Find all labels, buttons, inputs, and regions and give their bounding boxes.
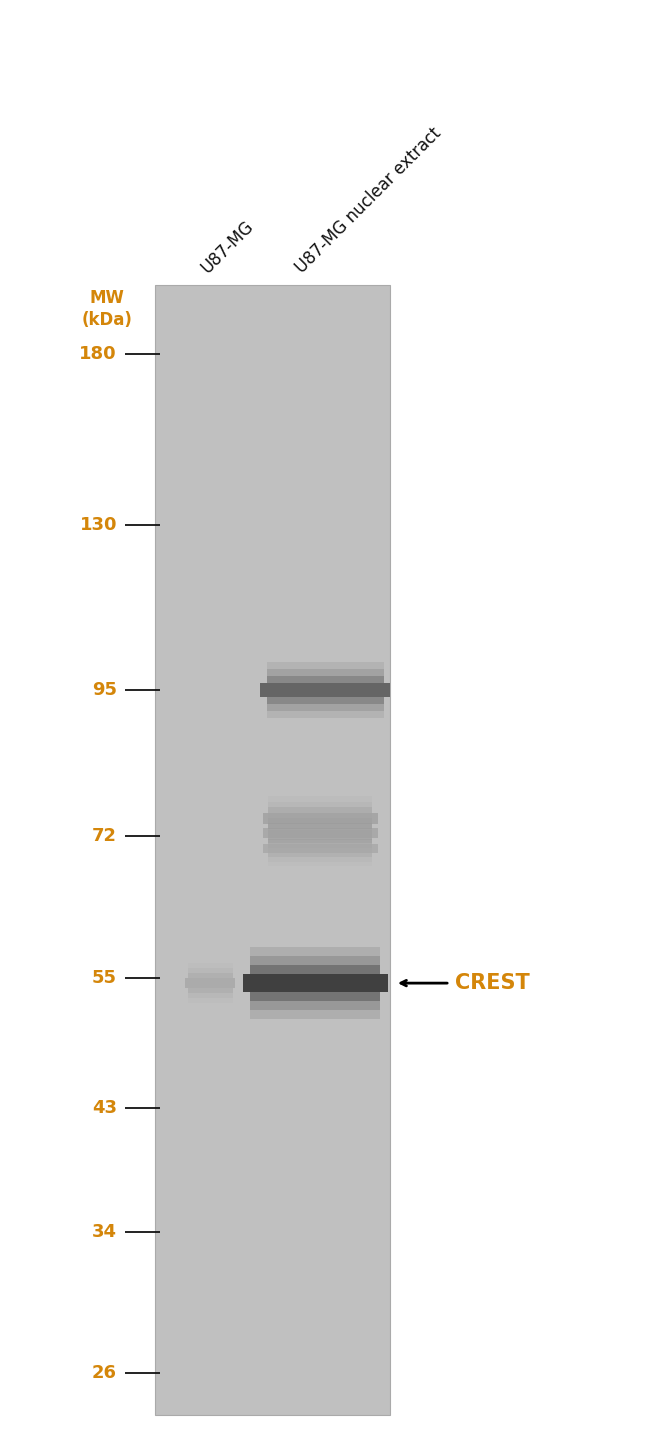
Bar xyxy=(263,829,378,839)
Text: MW
(kDa): MW (kDa) xyxy=(81,288,133,328)
Text: 72: 72 xyxy=(92,827,117,845)
Text: 180: 180 xyxy=(79,344,117,363)
Bar xyxy=(268,823,372,829)
Bar xyxy=(268,839,372,848)
Bar xyxy=(268,839,372,843)
Bar xyxy=(268,823,372,835)
Bar xyxy=(266,696,384,704)
Bar xyxy=(268,813,372,829)
Bar xyxy=(268,819,372,829)
Text: 26: 26 xyxy=(92,1364,117,1381)
Bar xyxy=(263,843,378,853)
Text: U87-MG: U87-MG xyxy=(197,217,257,276)
Bar xyxy=(242,974,387,991)
Bar xyxy=(268,802,372,813)
Bar xyxy=(266,696,384,718)
Bar xyxy=(155,285,390,1415)
Bar xyxy=(187,968,233,979)
Bar xyxy=(268,823,372,829)
Bar xyxy=(187,963,233,979)
Bar xyxy=(250,991,380,1010)
Text: 95: 95 xyxy=(92,681,117,699)
Bar xyxy=(187,989,233,993)
Bar xyxy=(266,696,384,711)
Bar xyxy=(260,684,390,696)
Bar xyxy=(187,989,233,1003)
Bar xyxy=(266,669,384,684)
Bar xyxy=(263,813,378,823)
Bar xyxy=(187,973,233,979)
Bar xyxy=(185,979,235,989)
Bar xyxy=(268,839,372,843)
Bar xyxy=(250,991,380,1002)
Bar xyxy=(266,676,384,684)
Text: CREST: CREST xyxy=(455,973,530,993)
Bar xyxy=(187,989,233,999)
Bar xyxy=(268,796,372,813)
Bar xyxy=(268,853,372,866)
Bar xyxy=(268,853,372,862)
Bar xyxy=(250,991,380,1019)
Bar xyxy=(268,835,372,843)
Text: 43: 43 xyxy=(92,1099,117,1117)
Bar xyxy=(250,966,380,974)
Bar xyxy=(268,839,372,853)
Text: 55: 55 xyxy=(92,968,117,987)
Bar xyxy=(250,955,380,974)
Text: 130: 130 xyxy=(79,517,117,534)
Text: U87-MG nuclear extract: U87-MG nuclear extract xyxy=(292,124,445,276)
Bar xyxy=(268,853,372,858)
Bar xyxy=(250,947,380,974)
Text: 34: 34 xyxy=(92,1223,117,1240)
Bar xyxy=(266,662,384,684)
Bar xyxy=(268,830,372,843)
Bar xyxy=(268,807,372,813)
Bar xyxy=(268,823,372,840)
